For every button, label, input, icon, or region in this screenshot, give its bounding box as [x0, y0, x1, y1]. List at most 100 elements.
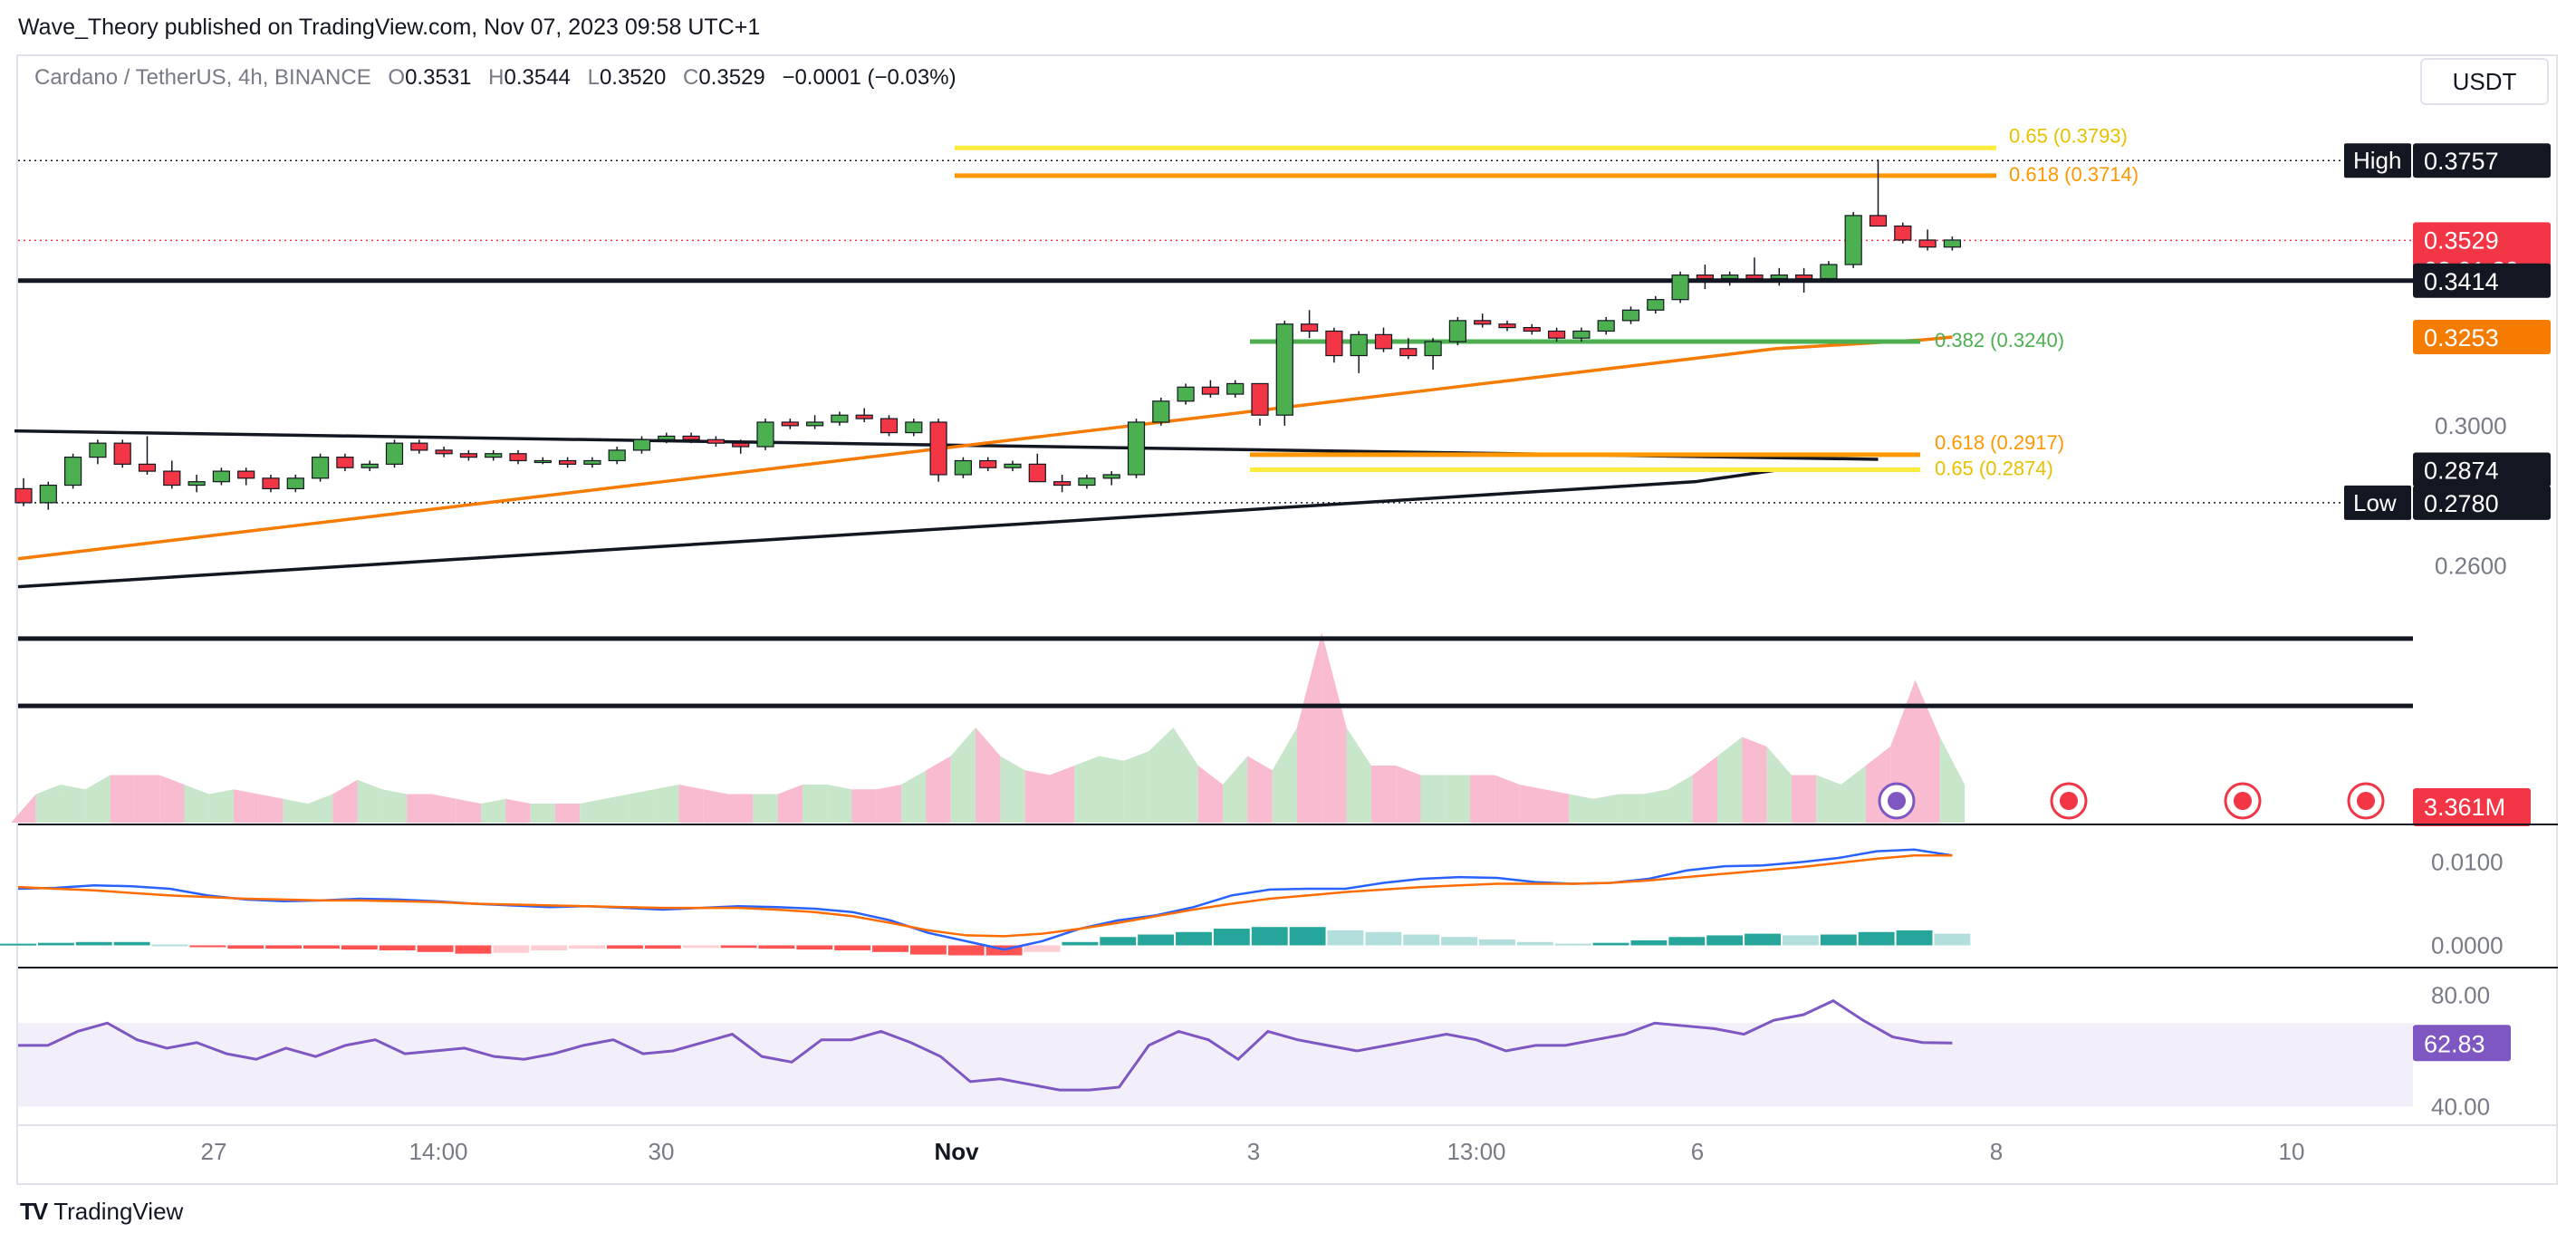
volume-label-value: 3.361M — [2424, 794, 2505, 821]
macd-histogram-bar — [531, 945, 568, 950]
candle-body — [1374, 333, 1393, 350]
volume-bar — [1272, 727, 1297, 823]
macd-histogram-bar — [493, 945, 530, 953]
candle-body — [1078, 477, 1096, 487]
macd-histogram-bar — [720, 945, 757, 949]
price-label-prefix: Low — [2353, 489, 2397, 516]
volume-bar — [159, 775, 185, 823]
candle-body — [905, 421, 923, 434]
candle-body — [979, 459, 997, 468]
candle-body — [1547, 330, 1566, 339]
volume-bar — [1149, 727, 1174, 823]
volume-bar — [407, 794, 432, 823]
volume-bar — [1742, 737, 1767, 823]
candle-body — [1028, 463, 1046, 483]
candle-body — [89, 442, 107, 458]
candle-body — [237, 470, 255, 479]
ema200-line — [17, 467, 1780, 589]
candle-body — [360, 463, 379, 468]
volume-bar — [950, 727, 976, 823]
macd-histogram-bar — [1176, 931, 1212, 946]
candle-body — [1177, 386, 1195, 402]
fib-level-label: 0.382 (0.3240) — [1935, 329, 2064, 352]
macd-tick-label: 0.0100 — [2431, 849, 2504, 876]
candle-body — [39, 484, 57, 504]
candle-body — [1794, 275, 1813, 280]
volume-bar — [802, 785, 828, 823]
candle-body — [1647, 299, 1665, 311]
x-tick-label: Nov — [934, 1138, 979, 1165]
price-label-box — [2413, 485, 2551, 520]
low-value: 0.3520 — [599, 65, 667, 90]
volume-bar — [258, 794, 284, 823]
volume-bar — [1074, 756, 1100, 823]
rsi-tick-label: 80.00 — [2431, 981, 2490, 1008]
x-tick-label: 14:00 — [409, 1138, 467, 1165]
volume-bar — [1396, 766, 1421, 823]
candle-body — [1745, 275, 1764, 280]
macd-histogram-bar — [1138, 934, 1175, 946]
candle-body — [1474, 320, 1492, 325]
chart-frame[interactable] — [16, 54, 2558, 1185]
volume-bar — [1197, 766, 1224, 823]
symbol-name[interactable]: Cardano / TetherUS, 4h, BINANCE — [34, 65, 371, 90]
candle-body — [187, 481, 206, 487]
macd-histogram-bar — [417, 945, 454, 952]
candle-body — [1325, 330, 1343, 357]
macd-histogram-bar — [113, 941, 150, 946]
macd-histogram-bar — [909, 945, 947, 955]
volume-bar — [505, 798, 531, 823]
volume-bar — [827, 785, 852, 823]
volume-bar — [11, 794, 36, 823]
volume-bar — [208, 789, 235, 823]
close-value: 0.3529 — [698, 65, 765, 90]
macd-histogram-bar — [1327, 930, 1364, 946]
volume-bar — [1717, 737, 1743, 823]
rsi-tick-label: 40.00 — [2431, 1094, 2490, 1121]
candle-body — [1201, 386, 1220, 395]
volume-bar — [1939, 737, 1966, 823]
x-tick-label: 10 — [2279, 1138, 2305, 1165]
candle-body — [583, 459, 601, 465]
volume-bar — [134, 775, 160, 823]
candle-body — [1770, 275, 1788, 280]
candle-body — [1275, 323, 1293, 416]
volume-bar — [1099, 756, 1124, 823]
candle-body — [1869, 215, 1888, 227]
volume-bar — [381, 789, 408, 823]
macd-histogram-bar — [682, 945, 719, 949]
candle-body — [1671, 275, 1689, 301]
candle-body — [954, 459, 973, 476]
footer-brand[interactable]: TV TradingView — [20, 1198, 183, 1226]
close-label: C — [683, 65, 699, 90]
fib-level-label: 0.65 (0.3793) — [2009, 124, 2128, 147]
candle-body — [805, 421, 824, 427]
volume-bar — [431, 794, 457, 823]
macd-histogram-bar — [872, 945, 908, 952]
candle-body — [163, 470, 181, 487]
price-label-value: 0.3253 — [2424, 324, 2499, 352]
macd-histogram-bar — [1516, 941, 1553, 946]
x-tick-label: 27 — [201, 1138, 227, 1165]
macd-histogram-bar — [1289, 927, 1326, 946]
price-label-box — [2413, 143, 2551, 178]
lightning-event-icon-inner — [1888, 792, 1906, 810]
macd-histogram-bar — [947, 945, 985, 956]
macd-histogram-bar — [265, 945, 303, 949]
macd-histogram-bar — [1441, 937, 1478, 946]
ema50-line — [17, 335, 1953, 561]
volume-bar — [901, 770, 927, 823]
candle-body — [1300, 323, 1319, 332]
macd-histogram-bar — [1706, 935, 1744, 946]
currency-button[interactable]: USDT — [2420, 58, 2549, 105]
volume-bar — [1668, 775, 1693, 823]
price-label-value: 0.2874 — [2424, 458, 2499, 485]
volume-bar — [1495, 775, 1520, 823]
candle-body — [1152, 400, 1170, 423]
candle-body — [1844, 215, 1862, 265]
macd-histogram-bar — [341, 945, 378, 950]
x-tick-label: 30 — [649, 1138, 675, 1165]
candle-body — [459, 453, 477, 458]
candle-body — [262, 477, 280, 490]
